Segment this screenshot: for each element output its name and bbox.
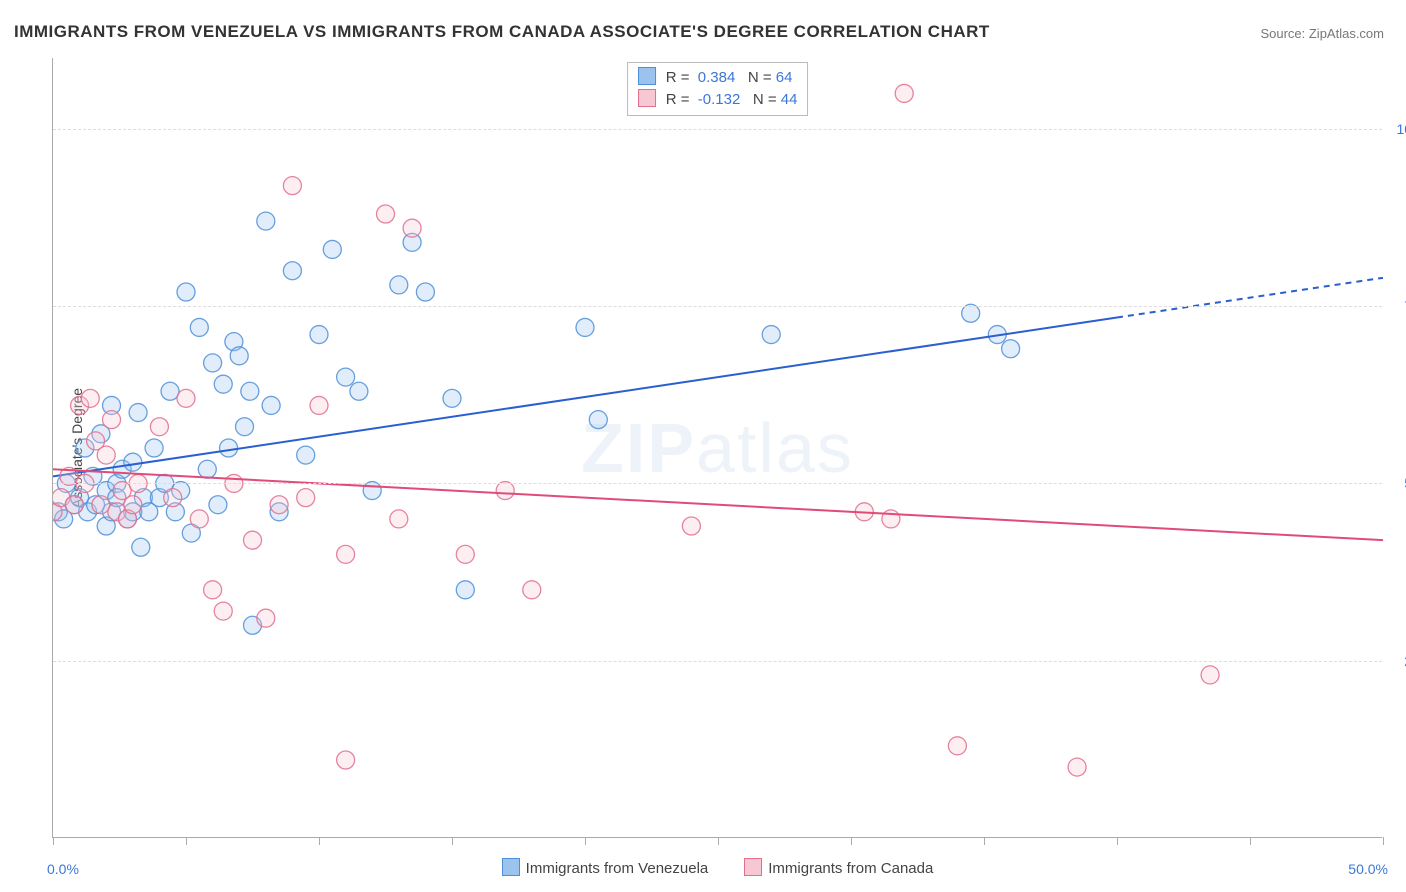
point-canada bbox=[390, 510, 408, 528]
point-canada bbox=[97, 446, 115, 464]
point-canada bbox=[257, 609, 275, 627]
x-tick bbox=[984, 837, 985, 845]
point-canada bbox=[1068, 758, 1086, 776]
point-canada bbox=[337, 545, 355, 563]
point-venezuela bbox=[456, 581, 474, 599]
x-tick bbox=[53, 837, 54, 845]
series-legend: Immigrants from Venezuela Immigrants from… bbox=[53, 858, 1382, 877]
x-tick bbox=[1383, 837, 1384, 845]
point-canada bbox=[164, 489, 182, 507]
point-venezuela bbox=[576, 318, 594, 336]
point-venezuela bbox=[416, 283, 434, 301]
point-canada bbox=[244, 531, 262, 549]
x-tick bbox=[319, 837, 320, 845]
point-venezuela bbox=[283, 262, 301, 280]
gridline bbox=[53, 129, 1382, 130]
legend-item-venezuela: Immigrants from Venezuela bbox=[502, 858, 709, 877]
point-canada bbox=[65, 496, 83, 514]
point-venezuela bbox=[220, 439, 238, 457]
point-canada bbox=[81, 389, 99, 407]
point-venezuela bbox=[214, 375, 232, 393]
point-venezuela bbox=[297, 446, 315, 464]
point-canada bbox=[204, 581, 222, 599]
x-tick bbox=[718, 837, 719, 845]
gridline bbox=[53, 483, 1382, 484]
correlation-legend: R = 0.384 N = 64 R = -0.132 N = 44 bbox=[627, 62, 809, 116]
point-venezuela bbox=[762, 326, 780, 344]
point-canada bbox=[310, 396, 328, 414]
point-canada bbox=[895, 84, 913, 102]
point-canada bbox=[456, 545, 474, 563]
point-venezuela bbox=[204, 354, 222, 372]
point-venezuela bbox=[124, 453, 142, 471]
point-canada bbox=[377, 205, 395, 223]
source-link[interactable]: ZipAtlas.com bbox=[1309, 26, 1384, 41]
point-canada bbox=[283, 177, 301, 195]
point-venezuela bbox=[443, 389, 461, 407]
legend-item-canada: Immigrants from Canada bbox=[744, 858, 933, 877]
point-venezuela bbox=[145, 439, 163, 457]
point-canada bbox=[337, 751, 355, 769]
x-tick bbox=[585, 837, 586, 845]
point-venezuela bbox=[161, 382, 179, 400]
point-venezuela bbox=[337, 368, 355, 386]
point-canada bbox=[214, 602, 232, 620]
point-venezuela bbox=[350, 382, 368, 400]
point-venezuela bbox=[310, 326, 328, 344]
point-venezuela bbox=[129, 404, 147, 422]
plot-svg bbox=[53, 58, 1383, 838]
point-venezuela bbox=[190, 318, 208, 336]
point-venezuela bbox=[209, 496, 227, 514]
point-venezuela bbox=[230, 347, 248, 365]
point-canada bbox=[403, 219, 421, 237]
x-tick bbox=[452, 837, 453, 845]
point-venezuela bbox=[257, 212, 275, 230]
point-venezuela bbox=[198, 460, 216, 478]
chart-title: IMMIGRANTS FROM VENEZUELA VS IMMIGRANTS … bbox=[14, 22, 990, 42]
point-canada bbox=[1201, 666, 1219, 684]
point-canada bbox=[150, 418, 168, 436]
gridline bbox=[53, 661, 1382, 662]
point-venezuela bbox=[589, 411, 607, 429]
legend-row-venezuela: R = 0.384 N = 64 bbox=[638, 67, 798, 89]
point-venezuela bbox=[1002, 340, 1020, 358]
scatter-plot: ZIPatlas Associate's Degree R = 0.384 N … bbox=[52, 58, 1382, 838]
gridline bbox=[53, 306, 1382, 307]
point-venezuela bbox=[262, 396, 280, 414]
source-credit: Source: ZipAtlas.com bbox=[1260, 26, 1384, 41]
point-canada bbox=[177, 389, 195, 407]
y-tick-label: 100.0% bbox=[1397, 121, 1406, 137]
x-tick bbox=[1250, 837, 1251, 845]
point-canada bbox=[124, 496, 142, 514]
point-canada bbox=[523, 581, 541, 599]
x-tick bbox=[851, 837, 852, 845]
point-canada bbox=[948, 737, 966, 755]
point-venezuela bbox=[241, 382, 259, 400]
x-tick bbox=[1117, 837, 1118, 845]
legend-row-canada: R = -0.132 N = 44 bbox=[638, 89, 798, 111]
point-venezuela bbox=[323, 240, 341, 258]
point-canada bbox=[190, 510, 208, 528]
point-canada bbox=[682, 517, 700, 535]
point-canada bbox=[103, 411, 121, 429]
point-canada bbox=[270, 496, 288, 514]
point-canada bbox=[297, 489, 315, 507]
point-venezuela bbox=[132, 538, 150, 556]
point-canada bbox=[92, 496, 110, 514]
point-venezuela bbox=[236, 418, 254, 436]
point-venezuela bbox=[177, 283, 195, 301]
x-tick bbox=[186, 837, 187, 845]
source-label: Source: bbox=[1260, 26, 1308, 41]
point-venezuela bbox=[390, 276, 408, 294]
